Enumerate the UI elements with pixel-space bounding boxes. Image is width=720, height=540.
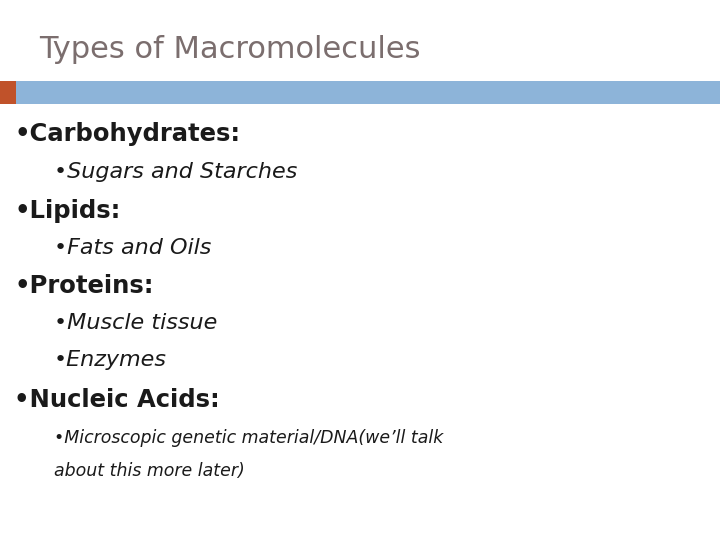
Text: •Microscopic genetic material/DNA(we’ll talk: •Microscopic genetic material/DNA(we’ll … <box>54 429 444 447</box>
Text: •Muscle tissue: •Muscle tissue <box>54 313 217 333</box>
Text: •Lipids:: •Lipids: <box>14 199 121 222</box>
Text: •Carbohydrates:: •Carbohydrates: <box>14 122 240 145</box>
Text: •Sugars and Starches: •Sugars and Starches <box>54 162 297 182</box>
Text: Types of Macromolecules: Types of Macromolecules <box>40 35 421 64</box>
Bar <box>16 81 720 104</box>
Text: •Enzymes: •Enzymes <box>54 350 167 370</box>
Text: •Nucleic Acids:: •Nucleic Acids: <box>14 388 220 411</box>
Text: •Proteins:: •Proteins: <box>14 274 154 298</box>
Text: •Fats and Oils: •Fats and Oils <box>54 238 212 258</box>
Text: about this more later): about this more later) <box>54 462 245 480</box>
Bar <box>0 81 16 104</box>
